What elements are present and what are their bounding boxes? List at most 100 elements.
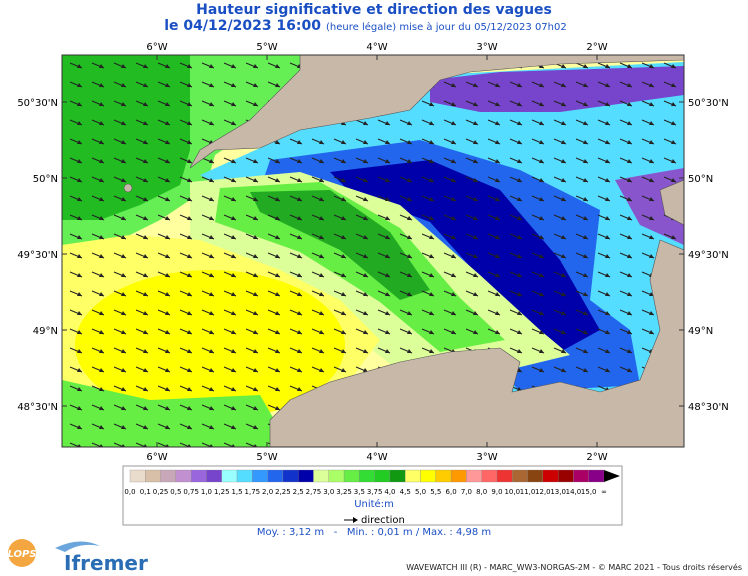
legend-label: 4,0 — [384, 488, 395, 496]
lat-label-right: 49°N — [688, 326, 713, 337]
legend-label: ∞ — [601, 488, 607, 496]
legend-label: 5,0 — [415, 488, 426, 496]
color-swatch — [191, 469, 207, 483]
title: Hauteur significative et direction des v… — [196, 2, 552, 18]
color-swatch — [206, 469, 222, 483]
color-swatch — [481, 469, 498, 483]
color-swatch — [175, 469, 192, 483]
color-swatch — [252, 469, 268, 483]
legend-label: 11,0 — [520, 488, 536, 496]
legend-label: 6,0 — [446, 488, 457, 496]
lat-label-right: 50°N — [688, 174, 713, 185]
lon-label-top: 4°W — [366, 42, 387, 53]
lon-label-top: 6°W — [146, 42, 167, 53]
legend-label: 2,25 — [275, 488, 291, 496]
direction-label: direction — [361, 515, 405, 526]
color-swatch — [405, 469, 421, 483]
credit: WAVEWATCH III (R) - MARC_WW3-NORGAS-2M -… — [406, 562, 742, 572]
legend-label: 3,5 — [354, 488, 365, 496]
lops-logo — [8, 539, 36, 567]
wave-field — [62, 55, 684, 447]
lat-label-right: 49°30'N — [688, 250, 729, 261]
color-swatch — [496, 469, 513, 483]
unit: Unité:m — [354, 498, 394, 510]
update: (heure légale) mise à jour du 05/12/2023… — [326, 21, 567, 33]
color-swatch — [282, 469, 299, 483]
legend-label: 7,0 — [461, 488, 472, 496]
ifremer-swoosh — [55, 541, 100, 552]
lon-label-bottom: 2°W — [586, 452, 607, 463]
legend-label: 13,0 — [550, 488, 566, 496]
lon-label-bottom: 4°W — [366, 452, 387, 463]
legend-label: 2,5 — [293, 488, 304, 496]
legend-label: 2,0 — [262, 488, 273, 496]
color-swatch — [221, 469, 238, 483]
legend-label: 1,25 — [214, 488, 230, 496]
color-swatch — [527, 469, 543, 483]
legend-label: 5,5 — [430, 488, 441, 496]
ifremer-text: Ifremer — [64, 551, 148, 575]
legend-label: 0,0 — [124, 488, 135, 496]
color-swatch-overflow — [604, 470, 620, 482]
lat-label-right: 50°30'N — [688, 98, 729, 109]
lon-label-top: 3°W — [476, 42, 497, 53]
color-swatch — [236, 469, 253, 483]
lat-label-left: 48°30'N — [17, 402, 58, 413]
lops-text: LOPS — [7, 549, 36, 560]
color-swatch — [389, 469, 406, 483]
color-swatch — [374, 469, 391, 483]
color-swatch — [298, 469, 314, 483]
lat-label-right: 48°30'N — [688, 402, 729, 413]
legend-label: 3,0 — [323, 488, 334, 496]
color-swatch — [313, 469, 329, 483]
legend-label: 10,0 — [504, 488, 520, 496]
color-swatch — [267, 469, 284, 483]
color-swatch — [573, 469, 589, 483]
date: le 04/12/2023 16:00 — [164, 18, 321, 34]
color-swatch — [512, 469, 528, 483]
legend-label: 8,0 — [476, 488, 487, 496]
legend-label: 9,0 — [491, 488, 502, 496]
lon-label-bottom: 3°W — [476, 452, 497, 463]
color-swatch — [145, 469, 161, 483]
legend-label: 3,25 — [336, 488, 352, 496]
color-swatch — [359, 469, 375, 483]
color-swatch — [328, 469, 345, 483]
lat-label-left: 50°30'N — [17, 98, 58, 109]
color-swatch — [542, 469, 559, 483]
legend-label: 2,75 — [306, 488, 322, 496]
legend-label: 0,75 — [183, 488, 199, 496]
stats: Moy. : 3,12 m - Min. : 0,01 m / Max. : 4… — [257, 527, 491, 538]
color-swatch — [588, 469, 605, 483]
legend-label: 15,0 — [581, 488, 597, 496]
color-swatch — [343, 469, 360, 483]
lat-label-left: 49°N — [33, 326, 58, 337]
lon-label-top: 2°W — [586, 42, 607, 53]
color-swatch — [466, 469, 482, 483]
lon-label-bottom: 5°W — [256, 452, 277, 463]
legend-label: 0,25 — [153, 488, 169, 496]
color-swatch — [129, 469, 146, 483]
lon-label-top: 5°W — [256, 42, 277, 53]
lat-label-left: 50°N — [33, 174, 58, 185]
legend-label: 3,75 — [367, 488, 383, 496]
color-swatch — [557, 469, 574, 483]
color-swatch — [160, 469, 177, 483]
lat-label-left: 49°30'N — [17, 250, 58, 261]
legend-label: 14,0 — [566, 488, 582, 496]
legend-label: 0,5 — [170, 488, 181, 496]
color-swatch — [420, 469, 436, 483]
direction-arrow-head — [353, 517, 358, 523]
legend-label: 1,5 — [231, 488, 242, 496]
color-swatch — [435, 469, 452, 483]
legend-label: 4,5 — [400, 488, 411, 496]
legend-label: 1,75 — [245, 488, 261, 496]
legend-label: 1,0 — [201, 488, 212, 496]
color-swatch — [450, 469, 467, 483]
map-frame — [61, 54, 685, 448]
legend-label: 0,1 — [140, 488, 151, 496]
legend-label: 12,0 — [535, 488, 551, 496]
lon-label-bottom: 6°W — [146, 452, 167, 463]
